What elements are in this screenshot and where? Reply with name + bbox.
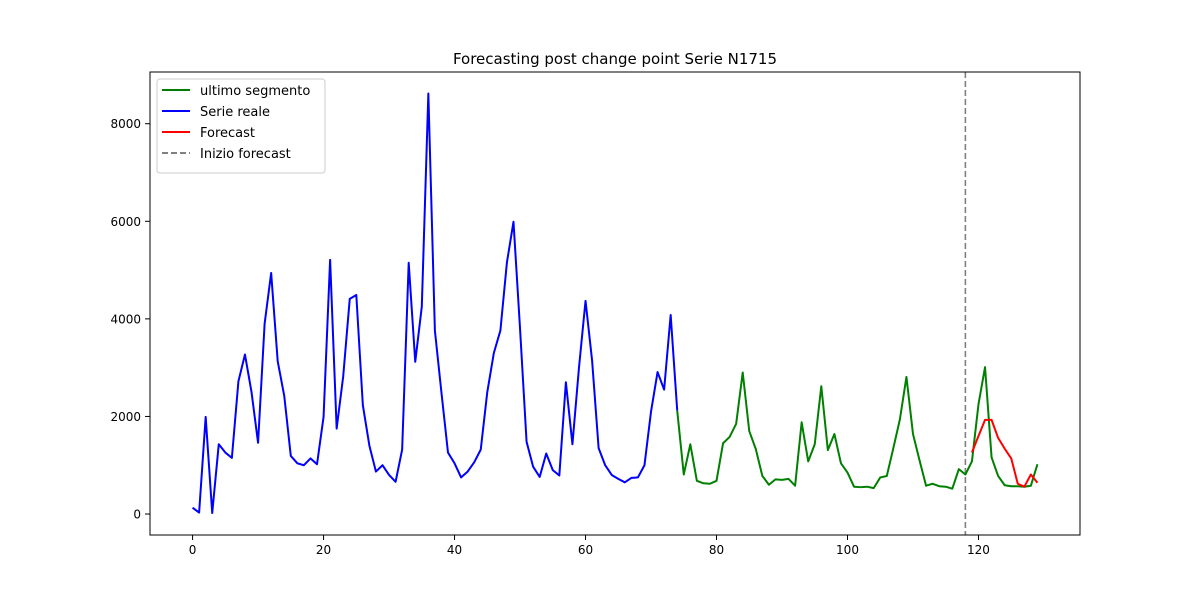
legend-label-forecast: Forecast	[200, 126, 255, 141]
x-tick-label: 40	[447, 543, 462, 557]
legend-label-serie-reale: Serie reale	[200, 105, 270, 120]
series-line-forecast	[971, 418, 1039, 488]
legend: ultimo segmento Serie reale Forecast Inizio…	[156, 78, 326, 174]
x-tick-label: 20	[316, 543, 331, 557]
y-tick-label: 4000	[110, 312, 141, 326]
plot-frame	[149, 71, 1081, 536]
y-tick-label: 6000	[110, 215, 141, 229]
chart-title: Forecasting post change point Serie N171…	[453, 50, 777, 68]
x-tick-label: 100	[836, 543, 859, 557]
legend-label-ultimo-segmento: ultimo segmento	[200, 84, 310, 99]
plot-area	[191, 72, 1039, 535]
y-tick-label: 0	[133, 508, 141, 522]
legend-label-inizio-forecast: Inizio forecast	[200, 147, 291, 162]
series-line-serie-reale	[191, 92, 679, 515]
x-tick-label: 120	[967, 543, 990, 557]
y-tick-label: 2000	[110, 410, 141, 424]
axes: 0 20 40 60 80 100 120 0 2000 4000 6000 8000	[110, 71, 1081, 557]
y-tick-label: 8000	[110, 117, 141, 131]
x-tick-label: 80	[709, 543, 724, 557]
x-tick-label: 60	[578, 543, 593, 557]
series-line-ultimo-segmento	[676, 366, 1039, 490]
legend-box	[156, 78, 326, 174]
x-tick-label: 0	[189, 543, 197, 557]
